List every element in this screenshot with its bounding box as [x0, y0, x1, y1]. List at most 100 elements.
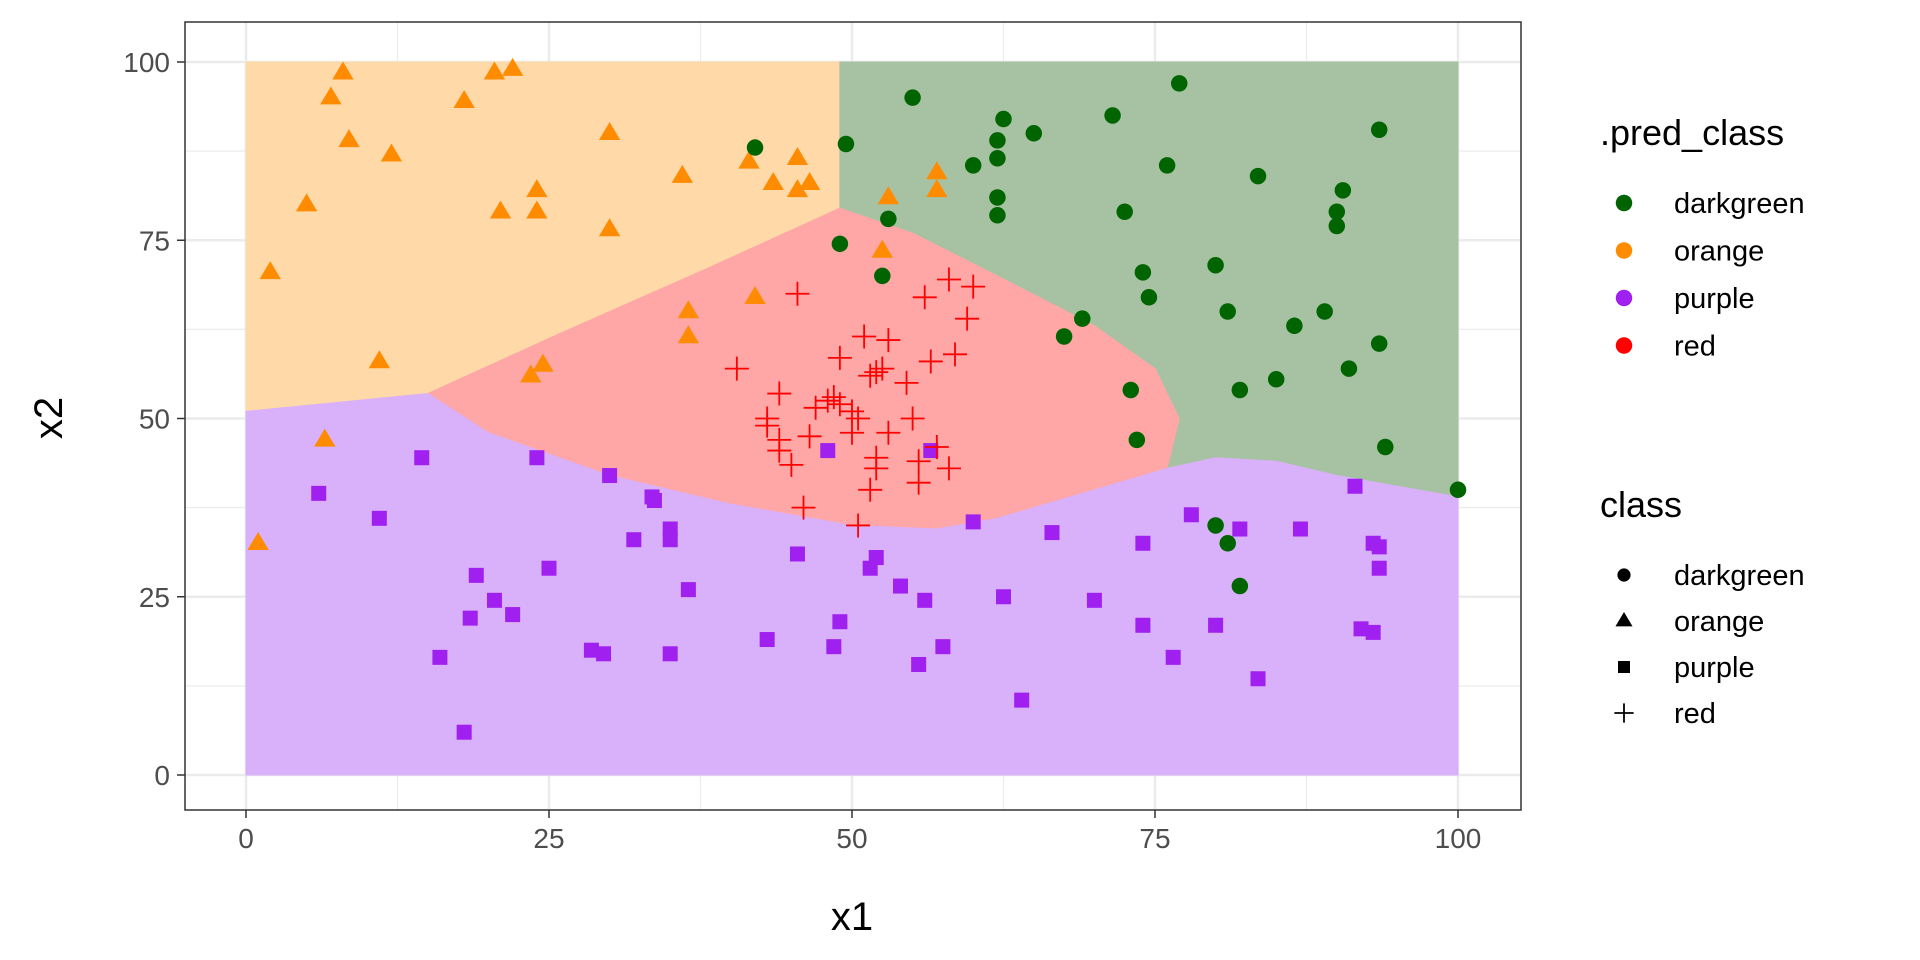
point-purple — [1014, 692, 1030, 708]
y-tick-label: 100 — [123, 47, 170, 78]
point-purple — [371, 510, 387, 526]
point-red — [961, 274, 986, 299]
point-red — [936, 267, 961, 292]
point-darkgreen — [964, 157, 982, 174]
point-darkgreen — [1140, 289, 1158, 306]
point-purple — [1135, 617, 1151, 633]
point-orange — [526, 200, 548, 219]
point-purple — [1135, 535, 1151, 551]
legend-title-pred-class: .pred_class — [1600, 112, 1784, 153]
point-darkgreen — [1340, 360, 1358, 377]
point-darkgreen — [1316, 303, 1333, 320]
point-red — [827, 392, 852, 417]
point-darkgreen — [1334, 182, 1352, 199]
point-darkgreen — [1207, 517, 1224, 534]
point-darkgreen — [880, 210, 897, 228]
y-tick-label: 75 — [139, 225, 170, 256]
point-red — [767, 438, 792, 463]
point-red — [900, 406, 925, 431]
point-orange — [738, 150, 760, 169]
point-orange — [489, 200, 512, 219]
point-purple — [662, 532, 678, 548]
point-orange — [677, 300, 700, 319]
legend-key-red — [1615, 337, 1633, 354]
point-red — [864, 456, 889, 481]
point-red — [924, 435, 949, 460]
point-darkgreen — [1122, 381, 1140, 399]
point-red — [791, 495, 816, 520]
point-orange — [598, 122, 621, 141]
region-purple — [245, 393, 1459, 776]
axis-ticks: 0 25 50 75 100 0 25 50 75 100 — [123, 47, 1481, 854]
point-purple — [505, 607, 521, 623]
point-purple — [486, 592, 502, 608]
point-purple — [311, 485, 327, 501]
point-orange — [338, 129, 360, 148]
point-red — [943, 342, 968, 367]
point-orange — [871, 239, 893, 258]
point-red — [779, 452, 804, 477]
point-purple — [602, 468, 618, 484]
y-tick-label: 0 — [154, 760, 170, 791]
point-purple — [1347, 478, 1363, 494]
point-orange — [314, 428, 336, 447]
point-darkgreen — [837, 135, 855, 153]
point-purple — [414, 450, 430, 466]
point-red — [797, 424, 822, 449]
point-red — [864, 360, 889, 385]
point-red — [870, 356, 895, 381]
point-darkgreen — [904, 89, 921, 106]
legend-key-square — [1618, 661, 1630, 673]
x-tick-label: 25 — [533, 823, 564, 854]
point-red — [876, 328, 901, 353]
point-red — [906, 470, 931, 495]
point-darkgreen — [1286, 317, 1303, 335]
point-darkgreen — [1128, 431, 1146, 449]
point-red — [840, 420, 864, 445]
point-darkgreen — [1055, 328, 1073, 345]
point-purple — [662, 646, 678, 662]
point-darkgreen — [1370, 121, 1388, 138]
point-orange — [520, 364, 542, 383]
point-darkgreen — [1134, 264, 1152, 281]
point-orange — [526, 179, 548, 198]
point-purple — [456, 724, 472, 740]
point-purple — [529, 450, 545, 466]
legend-label: red — [1674, 331, 1716, 363]
point-red — [918, 349, 943, 374]
point-purple — [1208, 617, 1224, 633]
point-purple — [996, 589, 1011, 605]
point-orange — [483, 61, 506, 80]
y-axis-title: x2 — [27, 397, 71, 439]
point-darkgreen — [1219, 303, 1236, 320]
point-purple — [1292, 521, 1308, 537]
point-orange — [798, 171, 821, 190]
point-darkgreen — [1328, 203, 1346, 220]
point-red — [846, 406, 871, 431]
point-orange — [380, 143, 403, 162]
point-darkgreen — [989, 207, 1006, 224]
x-tick-label: 50 — [836, 823, 867, 854]
point-red — [767, 381, 792, 406]
point-red — [858, 363, 883, 388]
point-purple — [680, 582, 696, 598]
point-darkgreen — [1231, 577, 1249, 595]
legend-key-plus — [1614, 703, 1634, 723]
point-purple — [1250, 671, 1266, 687]
point-red — [755, 413, 780, 438]
point-red — [936, 456, 961, 481]
point-orange — [320, 86, 342, 105]
point-orange — [453, 89, 475, 108]
point-orange — [532, 353, 554, 372]
data-points — [247, 57, 1467, 740]
point-orange — [926, 179, 948, 198]
legend: .pred_class darkgreen orange purple red class… — [1600, 112, 1805, 730]
point-orange — [762, 171, 784, 190]
point-darkgreen — [1158, 157, 1176, 174]
point-red — [815, 388, 840, 413]
point-purple — [935, 639, 951, 655]
point-orange — [786, 179, 809, 198]
point-purple — [626, 532, 642, 548]
point-purple — [832, 614, 848, 630]
